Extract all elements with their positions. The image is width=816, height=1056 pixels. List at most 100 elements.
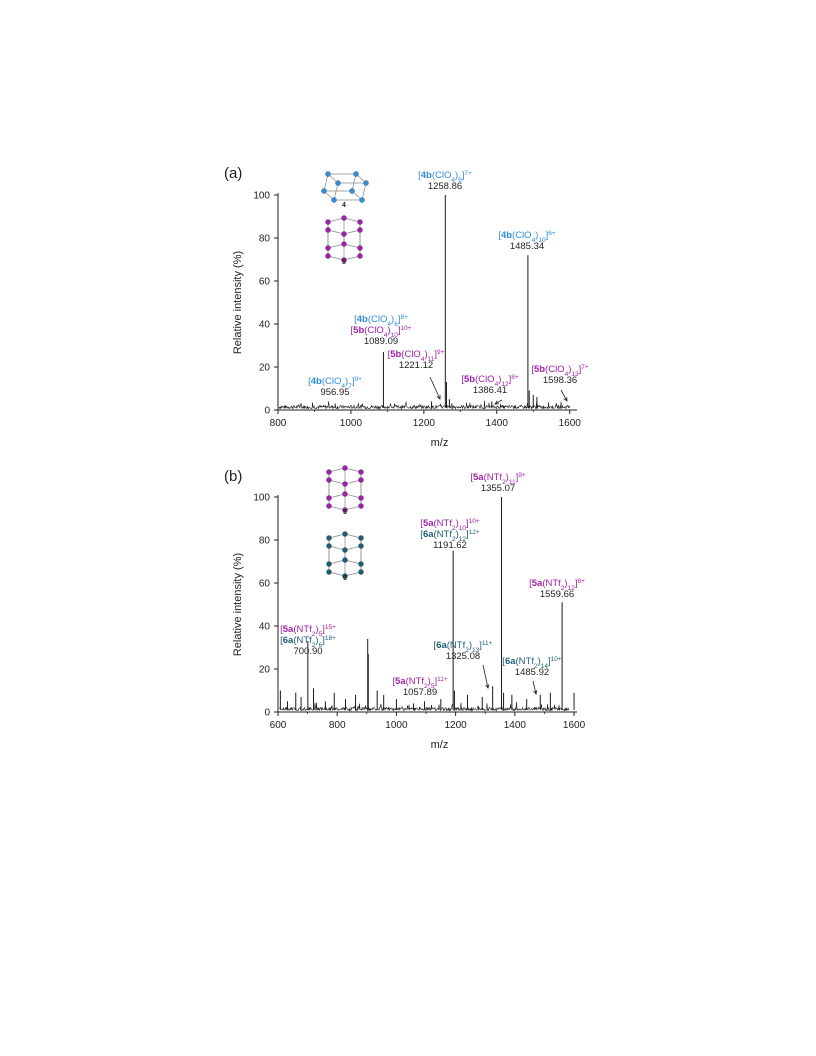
annotation-text: 2 <box>312 631 316 638</box>
structure-node <box>358 543 364 549</box>
annotation-text: 2 <box>502 479 506 486</box>
structure-edge <box>333 182 339 201</box>
structure-node <box>358 477 364 483</box>
annotation-arrow <box>482 664 489 689</box>
annotation-text: ) <box>506 472 509 483</box>
annotation-text: ) <box>498 374 501 385</box>
annotation-text: [ <box>434 640 437 651</box>
annotation-text: ] <box>548 656 551 667</box>
annotation-text: 2 <box>561 585 565 592</box>
structure-node <box>325 253 331 259</box>
structure-6: 6 <box>326 531 364 582</box>
y-tick-label: 100 <box>253 191 270 202</box>
annotation-text: ) <box>469 640 472 651</box>
annotation-text: (ClO <box>368 314 388 325</box>
structure-node <box>326 561 332 567</box>
annotation-line: [4b(ClO4)10]6+ <box>498 230 556 244</box>
annotation-text: ) <box>315 624 318 635</box>
annotation-text: 6a <box>505 656 516 667</box>
structure-node <box>359 197 365 203</box>
structure-node <box>358 535 364 541</box>
annotation-text: 6a <box>436 640 447 651</box>
structure-node <box>358 495 364 501</box>
annotation-line: [6a(NTf2)13]11+ <box>434 640 493 654</box>
structure-node <box>353 171 359 177</box>
annotation-text: 1258.86 <box>428 181 462 192</box>
annotation-line: 1325.08 <box>446 651 480 662</box>
annotation-text: 4 <box>495 381 499 388</box>
panel-label: (a) <box>224 165 242 182</box>
annotation-text: [ <box>531 364 534 375</box>
annotation-text: 1089.09 <box>364 336 398 347</box>
peak-annotation: [5a(NTf2)12]8+1559.66 <box>529 578 585 601</box>
annotation-text: (ClO <box>475 374 495 385</box>
panel-label: (b) <box>224 468 242 485</box>
annotation-line: 956.95 <box>320 387 349 398</box>
structure-5: 5 <box>326 465 364 516</box>
y-tick-label: 60 <box>259 579 271 590</box>
peak-annotation: [4b(ClO4)10]6+1485.34 <box>498 230 556 253</box>
y-tick-label: 0 <box>264 708 270 719</box>
peak-annotation: [6a(NTf2)14]10+1485.92 <box>502 656 562 695</box>
annotation-line: [5a(NTf2)12]8+ <box>529 578 585 592</box>
annotation-text: ) <box>428 676 431 687</box>
annotation-line: [5a(NTf2)5]11+ <box>392 676 447 690</box>
structure-node <box>341 231 347 237</box>
annotation-text: ) <box>538 656 541 667</box>
annotation-line: [5b(ClO4)13]7+ <box>531 364 589 378</box>
annotation-text: 4b <box>357 314 368 325</box>
annotation-arrowhead <box>436 394 441 400</box>
structure-node <box>326 569 332 575</box>
annotation-text: 10+ <box>551 656 562 663</box>
structure-node <box>342 531 348 537</box>
annotation-text: 12 <box>501 381 509 388</box>
annotation-text: 2 <box>452 525 456 532</box>
peak-annotation: [4b(ClO4)8]7+1258.86 <box>418 170 472 193</box>
annotation-text: (NTf <box>434 529 453 540</box>
structure-node <box>357 253 363 259</box>
annotation-line: 1258.86 <box>428 181 462 192</box>
annotation-text: 7+ <box>581 364 589 371</box>
annotation-line: 1089.09 <box>364 336 398 347</box>
annotation-text: [ <box>388 349 391 360</box>
annotation-text: 5b <box>464 374 475 385</box>
annotation-text: 4 <box>384 332 388 339</box>
structure-node <box>326 535 332 541</box>
annotation-text: 10 <box>538 237 546 244</box>
annotation-text: (ClO <box>364 325 384 336</box>
structure-node <box>331 197 337 203</box>
panel-a: (a) 800 1000 1200 1400 1600 0 20 40 60 80 100 m/z Rel… <box>224 165 589 449</box>
annotation-text: 1355.07 <box>481 483 515 494</box>
structure-node <box>358 569 364 575</box>
structure-edge <box>323 173 329 192</box>
annotation-line: [4b(ClO4)7]9+ <box>308 376 362 390</box>
structure-node <box>342 507 348 513</box>
spectrum-baseline <box>278 400 570 410</box>
annotation-text: 5a <box>395 676 406 687</box>
peak-annotation: [5b(ClO4)11]9+1221.12 <box>388 349 445 400</box>
structure-node <box>342 557 348 563</box>
peak-annotation: [4b(ClO4)7]9+956.95 <box>308 376 362 399</box>
structure-node <box>325 219 331 225</box>
annotation-line: [5b(ClO4)10]10+ <box>351 325 412 339</box>
annotation-text: ] <box>462 170 465 181</box>
annotation-text: 8+ <box>400 314 408 321</box>
annotation-line: [5a(NTf2)10]10+ <box>420 518 480 532</box>
annotation-text: 10 <box>459 525 467 532</box>
annotation-text: 4 <box>421 356 425 363</box>
y-tick-label: 40 <box>259 622 271 633</box>
annotation-line: 1559.66 <box>540 589 574 600</box>
structure-edge <box>361 182 367 201</box>
annotation-text: [ <box>498 230 501 241</box>
annotation-text: ) <box>456 518 459 529</box>
structure-label: 5 <box>343 509 347 516</box>
annotation-text: ) <box>564 578 567 589</box>
annotation-text: [ <box>351 325 354 336</box>
annotation-arrowhead <box>533 690 538 695</box>
annotation-text: ) <box>535 230 538 241</box>
annotation-text: 6 <box>319 642 323 649</box>
peak-annotation: [5b(ClO4)13]7+1598.36 <box>531 364 589 402</box>
x-tick-label: 1400 <box>486 418 509 429</box>
annotation-text: 5a <box>532 578 543 589</box>
annotation-text: 4 <box>451 177 455 184</box>
